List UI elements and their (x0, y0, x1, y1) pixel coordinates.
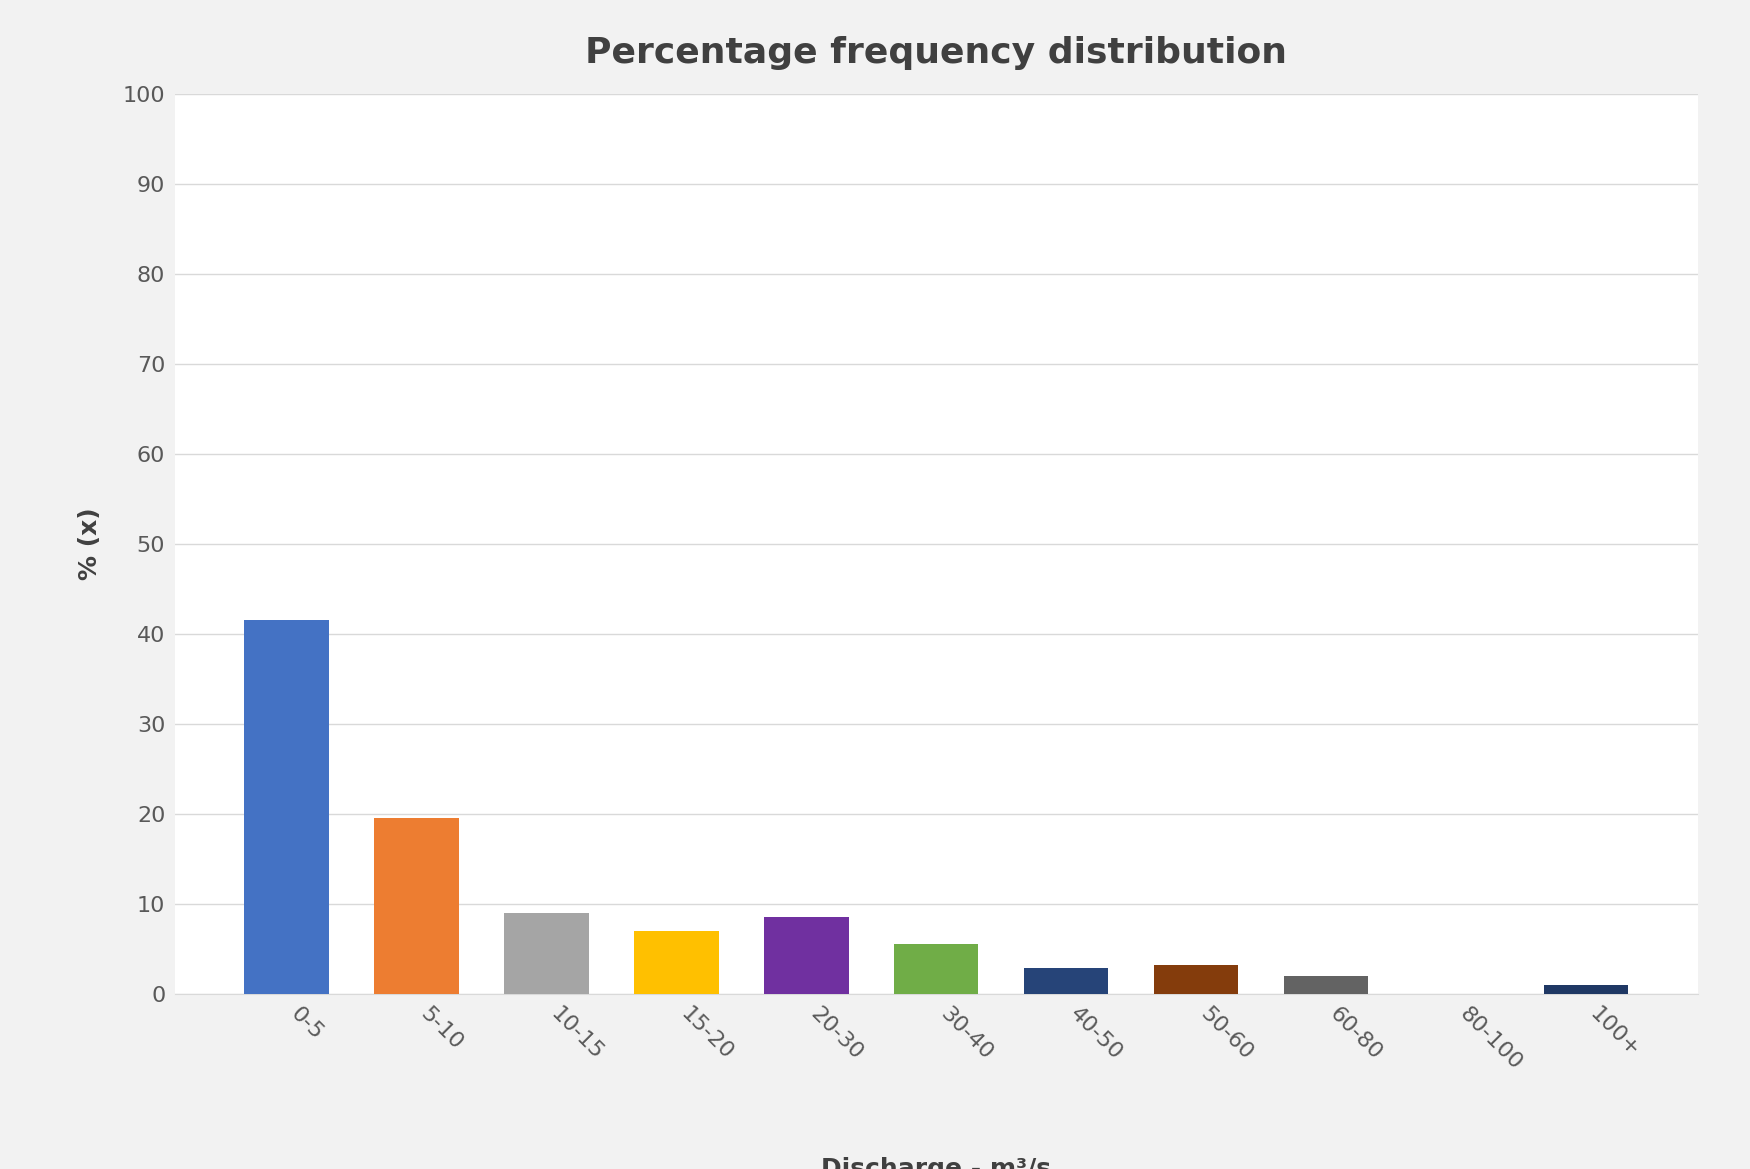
Bar (245, 620, 329, 994)
Bar (1544, 984, 1628, 994)
Title: Percentage frequency distribution: Percentage frequency distribution (584, 36, 1288, 70)
Bar (374, 818, 458, 994)
Y-axis label: % (x): % (x) (77, 507, 102, 580)
X-axis label: Discharge - m³/s: Discharge - m³/s (821, 1157, 1052, 1169)
Bar (634, 931, 719, 994)
Bar (1284, 976, 1368, 994)
Bar (504, 913, 588, 994)
Bar (894, 945, 978, 994)
Bar (765, 918, 849, 994)
Bar (1153, 964, 1239, 994)
Bar (1024, 968, 1108, 994)
